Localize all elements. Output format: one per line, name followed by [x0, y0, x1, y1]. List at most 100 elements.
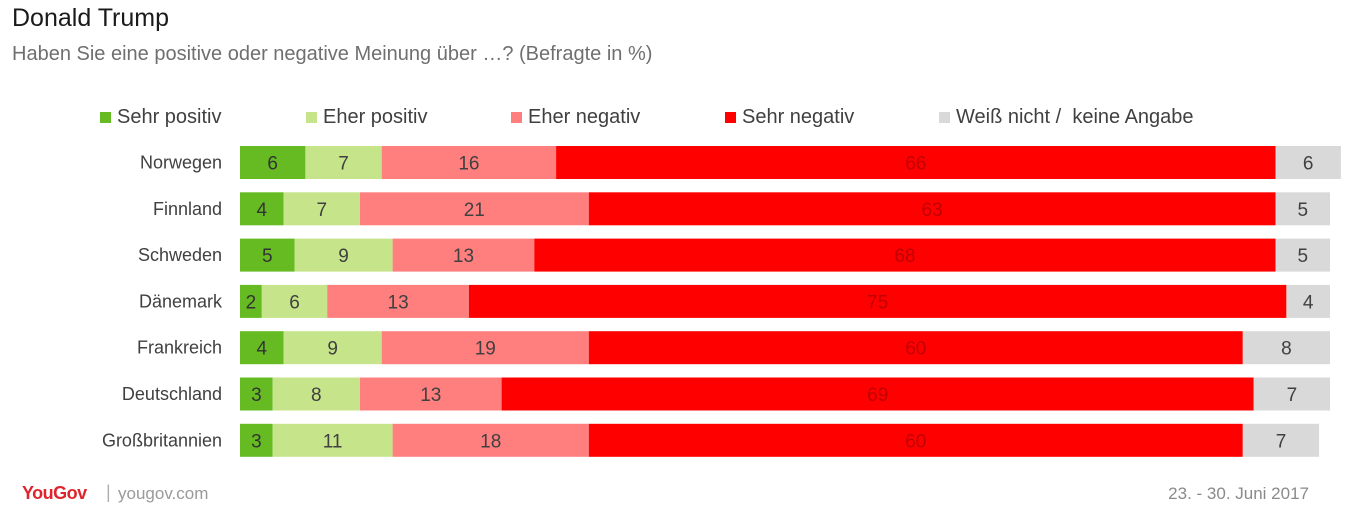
legend-swatch [100, 112, 111, 123]
bar-segment [240, 238, 295, 272]
category-label: Norwegen [140, 153, 222, 173]
bar-segment [240, 423, 273, 457]
chart-subtitle: Haben Sie eine positive oder negative Me… [12, 43, 653, 65]
data-label: 9 [327, 339, 338, 360]
data-label: 5 [1298, 200, 1309, 221]
bar-segment [1275, 238, 1330, 272]
bar-segment [240, 146, 306, 179]
data-label: 3 [251, 431, 262, 452]
yougov-logo: YouGov [22, 483, 87, 503]
data-label: 7 [1287, 385, 1298, 406]
bar-segment [240, 377, 273, 411]
data-label: 2 [246, 292, 257, 313]
bar-segment [240, 192, 284, 226]
data-label: 7 [338, 154, 349, 175]
category-label: Schweden [138, 245, 222, 265]
chart-legend: Sehr positiv Eher positiv Eher negativ S… [100, 106, 1194, 129]
data-label: 5 [262, 246, 273, 267]
data-label: 8 [311, 385, 322, 406]
legend-label: Eher positiv [323, 106, 428, 128]
data-label: 19 [475, 339, 496, 360]
data-label: 13 [453, 246, 474, 267]
bar-segment [359, 377, 502, 411]
data-label: 4 [257, 200, 268, 221]
data-label: 3 [251, 385, 262, 406]
bar-segment [272, 423, 393, 457]
data-label: 11 [323, 431, 343, 452]
data-label: 9 [338, 246, 349, 267]
bar-segment [1253, 377, 1330, 411]
category-label: Dänemark [139, 291, 223, 311]
bar-segment [381, 331, 589, 365]
survey-date: 23. - 30. Juni 2017 [1168, 484, 1309, 503]
legend-label: Eher negativ [528, 106, 641, 128]
bar-segment [392, 423, 589, 457]
data-label: 4 [1303, 292, 1314, 313]
data-label: 75 [867, 292, 888, 313]
bar-segment [392, 238, 535, 272]
bar-segment [283, 192, 360, 226]
legend-label: Sehr positiv [117, 106, 222, 128]
bar-segment [501, 377, 1254, 411]
footer-separator: | [106, 482, 111, 502]
data-label: 18 [480, 431, 501, 452]
bar-segment [556, 146, 1276, 179]
legend-item-sehr-negativ: Sehr negativ [725, 106, 939, 129]
data-label: 7 [1276, 431, 1287, 452]
legend-swatch [725, 112, 736, 123]
category-label: Großbritannien [102, 430, 222, 450]
data-label: 13 [388, 292, 409, 313]
bar-segment [294, 238, 393, 272]
category-label: Finnland [153, 199, 222, 219]
data-label: 6 [1303, 154, 1314, 175]
data-label: 21 [464, 200, 485, 221]
bar-segment [588, 331, 1243, 365]
data-label: 6 [267, 154, 278, 175]
legend-swatch [306, 112, 317, 123]
legend-label: Weiß nicht / keine Angabe [956, 106, 1194, 128]
bar-segment [1275, 146, 1341, 179]
bar-segment [305, 146, 382, 179]
data-label: 60 [905, 339, 926, 360]
legend-item-eher-negativ: Eher negativ [511, 106, 725, 129]
bar-segment [1275, 192, 1330, 226]
legend-item-sehr-positiv: Sehr positiv [100, 106, 306, 129]
bar-segment [240, 284, 262, 318]
data-label: 8 [1281, 339, 1292, 360]
data-label: 7 [317, 200, 328, 221]
data-label: 68 [894, 246, 915, 267]
chart-title: Donald Trump [12, 4, 170, 32]
bar-segment [1242, 331, 1330, 365]
data-label: 66 [905, 154, 926, 175]
bar-segment [240, 331, 284, 365]
data-label: 5 [1298, 246, 1309, 267]
data-label: 63 [922, 200, 943, 221]
bar-segment [588, 423, 1243, 457]
legend-swatch [511, 112, 522, 123]
data-label: 60 [905, 431, 926, 452]
bar-segment [261, 284, 328, 318]
bar-segment [534, 238, 1276, 272]
data-label: 16 [458, 154, 479, 175]
bar-segment [468, 284, 1287, 318]
bar-segment [283, 331, 382, 365]
bar-segment [327, 284, 469, 318]
legend-swatch [939, 112, 950, 123]
legend-item-weiss-nicht: Weiß nicht / keine Angabe [939, 106, 1194, 129]
bar-segment [588, 192, 1276, 226]
bar-segment [1286, 284, 1330, 318]
footer-url: yougov.com [118, 484, 209, 503]
bar-segment [359, 192, 589, 226]
bar-segment [381, 146, 557, 179]
data-label: 6 [289, 292, 300, 313]
data-label: 4 [257, 339, 268, 360]
data-label: 13 [420, 385, 441, 406]
legend-label: Sehr negativ [742, 106, 855, 128]
bar-segment [272, 377, 360, 411]
bar-segment [1242, 423, 1320, 457]
legend-item-eher-positiv: Eher positiv [306, 106, 511, 129]
category-label: Frankreich [137, 338, 222, 358]
category-label: Deutschland [122, 384, 222, 404]
data-label: 69 [867, 385, 888, 406]
